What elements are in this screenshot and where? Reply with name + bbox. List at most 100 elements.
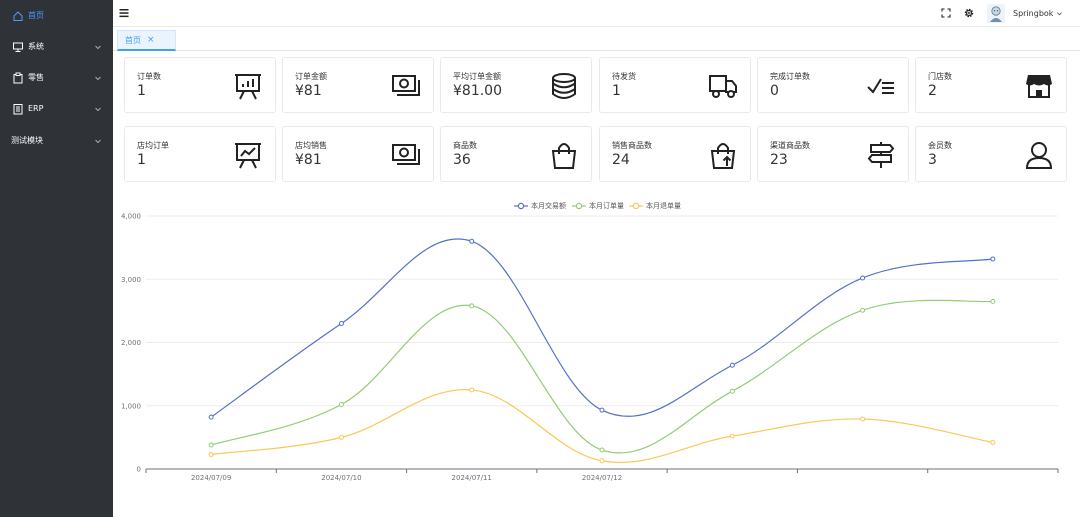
stat-card-avg-order-amount[interactable]: 平均订单金额 ¥81.00 xyxy=(440,57,592,113)
legend-marker xyxy=(514,202,528,210)
stat-card-store-count[interactable]: 门店数 2 xyxy=(915,57,1067,113)
sidebar-item-home[interactable]: 首页 xyxy=(0,2,113,32)
data-point[interactable] xyxy=(599,407,605,413)
data-point[interactable] xyxy=(469,238,475,244)
home-icon xyxy=(13,11,23,21)
stat-card-pending-shipment[interactable]: 待发货 1 xyxy=(599,57,751,113)
stat-card-sold-product-count[interactable]: 销售商品数 24 xyxy=(599,126,751,182)
legend-label: 本月交易额 xyxy=(531,202,566,210)
data-point[interactable] xyxy=(338,434,344,440)
signpost-icon xyxy=(867,142,895,168)
stat-card-completed-orders[interactable]: 完成订单数 0 xyxy=(757,57,909,113)
y-tick-label: 0 xyxy=(137,466,141,474)
card-value: 1 xyxy=(137,152,146,168)
y-tick-label: 3,000 xyxy=(121,276,141,284)
data-point[interactable] xyxy=(469,303,475,309)
y-tick-label: 2,000 xyxy=(121,339,141,347)
building-icon xyxy=(13,104,23,115)
hamburger-icon[interactable] xyxy=(119,8,129,18)
card-title: 店均订单 xyxy=(137,141,169,150)
card-value: 0 xyxy=(770,83,779,99)
clipboard-icon xyxy=(13,72,23,84)
card-title: 销售商品数 xyxy=(612,141,652,150)
stat-card-sales-per-store[interactable]: 店均销售 ¥81 xyxy=(282,126,434,182)
chevron-down-icon xyxy=(95,76,101,81)
legend-item-refund-volume[interactable]: 本月退单量 xyxy=(629,200,681,212)
monitor-icon xyxy=(13,42,23,52)
card-value: ¥81.00 xyxy=(453,83,502,99)
card-value: 24 xyxy=(612,152,630,168)
fullscreen-icon[interactable] xyxy=(941,8,951,18)
stat-card-orders-per-store[interactable]: 店均订单 1 xyxy=(124,126,276,182)
sidebar: 首页 系统 零售 ERP 测试模块 xyxy=(0,0,113,517)
card-value: 3 xyxy=(928,152,937,168)
user-icon xyxy=(1025,142,1053,169)
card-value: ¥81 xyxy=(295,83,322,99)
card-title: 完成订单数 xyxy=(770,72,810,81)
card-title: 渠道商品数 xyxy=(770,141,810,150)
chevron-down-icon xyxy=(95,139,101,144)
sidebar-item-retail[interactable]: 零售 xyxy=(0,64,113,94)
coins-stack-icon xyxy=(552,73,576,99)
y-tick-label: 4,000 xyxy=(121,213,141,221)
data-point[interactable] xyxy=(990,298,996,304)
data-point[interactable] xyxy=(729,388,735,394)
card-value: 23 xyxy=(770,152,788,168)
data-point[interactable] xyxy=(990,256,996,262)
card-title: 订单金额 xyxy=(295,72,327,81)
sidebar-item-label: ERP xyxy=(28,104,44,113)
sidebar-item-erp[interactable]: ERP xyxy=(0,95,113,125)
store-icon xyxy=(1026,75,1052,98)
stat-card-member-count[interactable]: 会员数 3 xyxy=(915,126,1067,182)
banknote-icon xyxy=(392,144,420,165)
gear-icon[interactable] xyxy=(963,7,975,19)
x-tick-label: 2024/07/10 xyxy=(321,474,361,482)
close-icon[interactable]: × xyxy=(147,35,155,45)
card-title: 商品数 xyxy=(453,141,477,150)
data-point[interactable] xyxy=(338,321,344,327)
legend-item-trade-amount[interactable]: 本月交易额 xyxy=(514,200,566,212)
y-tick-label: 1,000 xyxy=(121,402,141,410)
checklist-icon xyxy=(867,78,894,94)
tab-home[interactable]: 首页 × xyxy=(117,30,176,51)
stat-card-order-count[interactable]: 订单数 1 xyxy=(124,57,276,113)
shopping-bag-icon xyxy=(551,143,577,169)
stat-card-order-amount[interactable]: 订单金额 ¥81 xyxy=(282,57,434,113)
presentation-board-icon xyxy=(235,74,261,100)
line-chart: 0 1,000 2,000 3,000 4,000 2024/07/09 2024/07/1… xyxy=(121,213,1059,482)
data-point[interactable] xyxy=(860,275,866,281)
data-point[interactable] xyxy=(599,447,605,453)
data-point[interactable] xyxy=(729,433,735,439)
sidebar-item-label: 首页 xyxy=(28,11,44,20)
data-point[interactable] xyxy=(208,451,214,457)
bag-upload-icon xyxy=(710,143,736,169)
chevron-down-icon xyxy=(95,45,101,50)
data-point[interactable] xyxy=(860,307,866,313)
card-title: 平均订单金额 xyxy=(453,72,501,81)
stat-card-channel-product-count[interactable]: 渠道商品数 23 xyxy=(757,126,909,182)
data-point[interactable] xyxy=(860,416,866,422)
data-point[interactable] xyxy=(208,442,214,448)
trend-board-icon xyxy=(235,143,261,169)
sidebar-item-test-module[interactable]: 测试模块 xyxy=(0,127,113,157)
data-point[interactable] xyxy=(599,458,605,464)
avatar[interactable] xyxy=(987,4,1005,23)
x-tick-label: 2024/07/12 xyxy=(582,474,622,482)
data-point[interactable] xyxy=(338,401,344,407)
data-point[interactable] xyxy=(469,387,475,393)
card-title: 会员数 xyxy=(928,141,952,150)
card-value: 1 xyxy=(137,83,146,99)
tab-label: 首页 xyxy=(125,35,141,45)
card-value: ¥81 xyxy=(295,152,322,168)
user-name[interactable]: Springbok xyxy=(1013,9,1054,18)
x-tick-label: 2024/07/09 xyxy=(191,474,231,482)
data-point[interactable] xyxy=(208,414,214,420)
truck-icon xyxy=(709,75,737,98)
data-point[interactable] xyxy=(990,439,996,445)
sidebar-item-system[interactable]: 系统 xyxy=(0,33,113,63)
stat-card-product-count[interactable]: 商品数 36 xyxy=(440,126,592,182)
card-value: 2 xyxy=(928,83,937,99)
legend-item-order-volume[interactable]: 本月订单量 xyxy=(572,200,624,212)
chevron-down-icon[interactable] xyxy=(1056,10,1063,17)
data-point[interactable] xyxy=(729,362,735,368)
